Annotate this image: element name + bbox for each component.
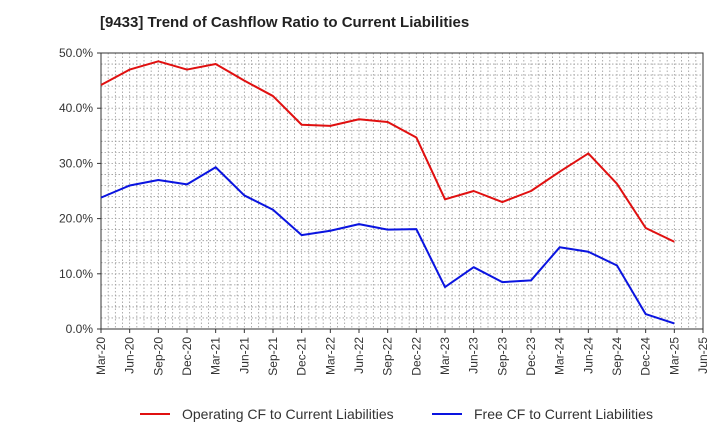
legend-label-2: Free CF to Current Liabilities bbox=[474, 406, 653, 422]
x-tick-label: Sep-24 bbox=[610, 337, 624, 376]
y-tick-label: 50.0% bbox=[59, 46, 93, 60]
axes: 0.0% 10.0% 20.0% 30.0% 40.0% 50.0% Mar-20 Jun-2… bbox=[59, 46, 710, 376]
x-tick-label: Sep-22 bbox=[381, 337, 395, 376]
y-tick-label: 40.0% bbox=[59, 101, 93, 115]
x-tick-label: Sep-21 bbox=[266, 337, 280, 376]
x-tick-label: Dec-24 bbox=[639, 337, 653, 376]
x-tick-label: Jun-25 bbox=[696, 337, 710, 374]
series-line-2 bbox=[100, 166, 675, 325]
chart-title: [9433] Trend of Cashflow Ratio to Curren… bbox=[100, 14, 470, 31]
x-tick-label: Dec-21 bbox=[295, 337, 309, 376]
x-tick-label: Mar-20 bbox=[94, 337, 108, 375]
x-tick-label: Mar-25 bbox=[667, 337, 681, 375]
x-tick-label: Jun-23 bbox=[467, 337, 481, 374]
x-tick-label: Mar-21 bbox=[209, 337, 223, 375]
legend: Operating CF to Current Liabilities Free … bbox=[140, 406, 653, 422]
x-tick-label: Mar-24 bbox=[553, 337, 567, 375]
x-tick-label: Jun-20 bbox=[123, 337, 137, 374]
x-tick-label: Dec-22 bbox=[409, 337, 423, 376]
x-tick-label: Sep-23 bbox=[495, 337, 509, 376]
x-tick-label: Mar-22 bbox=[323, 337, 337, 375]
x-tick-label: Sep-20 bbox=[151, 337, 165, 376]
x-tick-label: Dec-23 bbox=[524, 337, 538, 376]
y-tick-label: 30.0% bbox=[59, 156, 93, 170]
series-line-1 bbox=[100, 60, 675, 243]
y-tick-label: 10.0% bbox=[59, 267, 93, 281]
plot-frame bbox=[100, 52, 704, 330]
grid bbox=[101, 53, 703, 329]
x-tick-label: Jun-21 bbox=[237, 337, 251, 374]
y-tick-label: 0.0% bbox=[66, 322, 94, 336]
y-tick-label: 20.0% bbox=[59, 212, 93, 226]
x-tick-label: Dec-20 bbox=[180, 337, 194, 376]
legend-label-1: Operating CF to Current Liabilities bbox=[182, 406, 394, 422]
series bbox=[100, 60, 675, 325]
x-tick-label: Jun-24 bbox=[581, 337, 595, 374]
x-tick-label: Mar-23 bbox=[438, 337, 452, 375]
x-tick-label: Jun-22 bbox=[352, 337, 366, 374]
